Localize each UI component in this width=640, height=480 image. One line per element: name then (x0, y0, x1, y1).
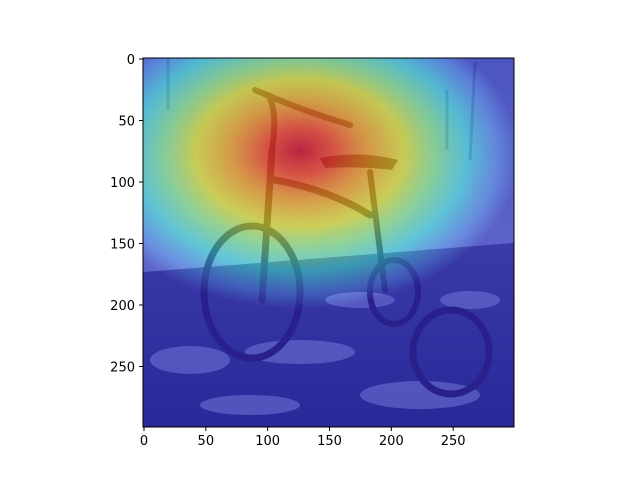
x-axis-ticks: 0 50 100 150 200 250 (140, 427, 466, 449)
x-tick-label: 50 (198, 434, 215, 449)
x-tick-label: 150 (317, 434, 342, 449)
x-tick-label: 200 (379, 434, 404, 449)
y-tick-label: 0 (127, 53, 135, 68)
y-tick-label: 50 (118, 115, 135, 130)
x-tick-label: 250 (441, 434, 466, 449)
y-tick-label: 100 (110, 176, 135, 191)
x-tick-label: 100 (255, 434, 280, 449)
y-tick-label: 250 (110, 361, 135, 376)
y-axis-ticks: 0 50 100 150 200 250 (110, 53, 143, 376)
x-tick-label: 0 (140, 434, 148, 449)
y-tick-label: 150 (110, 238, 135, 253)
axes-frame (142, 57, 515, 428)
y-tick-label: 200 (110, 299, 135, 314)
heatmap-image (143, 58, 514, 427)
